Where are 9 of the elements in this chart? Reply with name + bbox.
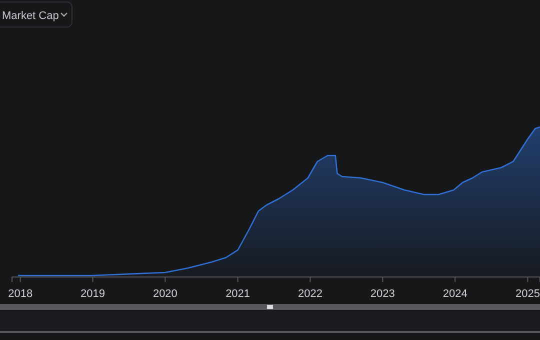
x-tick-label: 2024	[442, 288, 468, 300]
x-tick-label: 2019	[80, 288, 105, 300]
x-tick-label: 2021	[226, 288, 250, 300]
chart-title: Market Cap	[2, 10, 59, 22]
x-tick-label: 2022	[298, 288, 322, 300]
x-tick-label: 2023	[370, 288, 395, 300]
x-tick-label: 2018	[8, 288, 33, 300]
x-tick-label: 2020	[152, 288, 178, 300]
x-tick-label: 2025	[515, 288, 540, 300]
